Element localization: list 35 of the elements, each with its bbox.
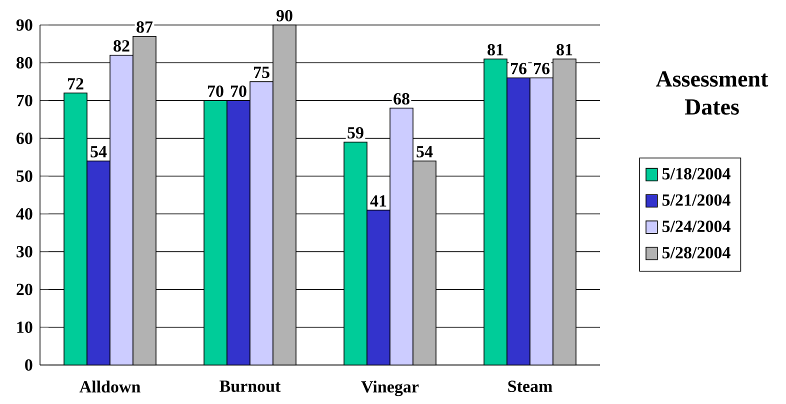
x-tick-label: Vinegar bbox=[361, 380, 419, 396]
data-label: 76 bbox=[534, 62, 550, 74]
x-tick-label: Steam bbox=[508, 380, 552, 392]
y-tick-label: 10 bbox=[17, 322, 32, 333]
y-tick-label: 20 bbox=[16, 284, 32, 296]
data-label: 68 bbox=[394, 93, 410, 105]
data-label: 81 bbox=[488, 44, 504, 56]
y-tick-label: 80 bbox=[16, 57, 32, 69]
data-label: 41 bbox=[370, 195, 386, 207]
data-label: 70 bbox=[230, 86, 246, 97]
data-label: 90 bbox=[276, 10, 292, 22]
legend-title: Assessment Dates bbox=[656, 71, 768, 115]
data-label: 72 bbox=[68, 78, 84, 90]
data-label: 70 bbox=[208, 86, 224, 97]
y-tick-label: 90 bbox=[16, 19, 32, 31]
data-label: 75 bbox=[254, 66, 270, 78]
data-label: 59 bbox=[348, 127, 364, 139]
y-tick-label: 40 bbox=[16, 208, 32, 220]
legend-label: 5/21/2004 bbox=[662, 194, 730, 206]
legend-label: 5/24/2004 bbox=[662, 220, 730, 232]
y-tick-label: 70 bbox=[16, 94, 32, 106]
data-label: 82 bbox=[114, 40, 130, 52]
x-tick-label: Burnout bbox=[220, 380, 281, 392]
y-tick-label: 60 bbox=[16, 132, 32, 144]
legend-label: 5/28/2004 bbox=[662, 246, 730, 258]
y-tick-label: 30 bbox=[16, 246, 32, 258]
data-label: 76 bbox=[510, 62, 527, 74]
data-label: 81 bbox=[556, 44, 572, 56]
data-label: 54 bbox=[416, 146, 433, 158]
legend-label: 5/18/2004 bbox=[662, 168, 730, 180]
y-tick-label: 0 bbox=[25, 359, 32, 371]
x-tick-label: Alldown bbox=[79, 380, 140, 393]
y-tick-label: 50 bbox=[16, 170, 32, 182]
data-label: 54 bbox=[90, 146, 107, 158]
data-label: 87 bbox=[136, 21, 153, 33]
